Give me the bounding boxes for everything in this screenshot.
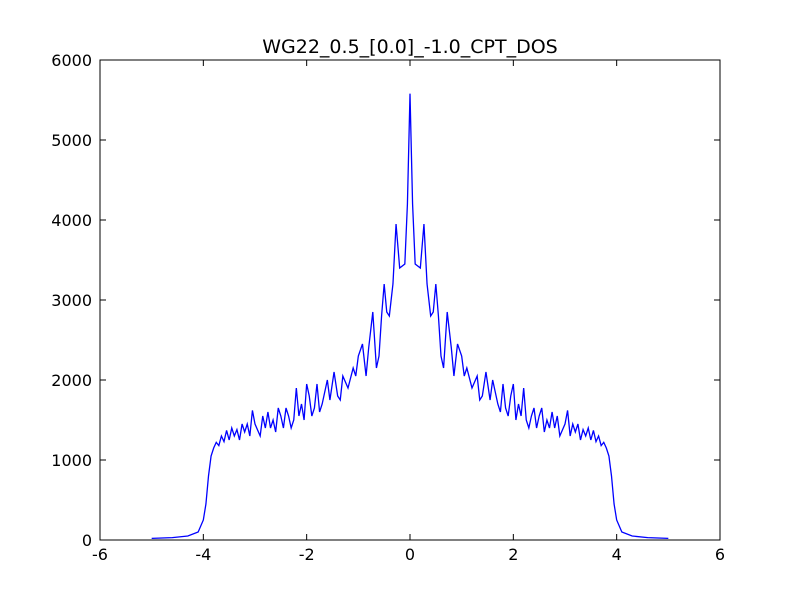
- x-tick-label: 0: [405, 545, 415, 564]
- y-tick-label: 4000: [51, 211, 92, 230]
- x-tick-label: 6: [715, 545, 725, 564]
- x-tick-label: 2: [508, 545, 518, 564]
- x-tick-label: -4: [195, 545, 211, 564]
- x-tick-label: 4: [612, 545, 622, 564]
- y-tick-label: 5000: [51, 131, 92, 150]
- y-tick-label: 3000: [51, 291, 92, 310]
- chart-title: WG22_0.5_[0.0]_-1.0_CPT_DOS: [262, 36, 558, 58]
- y-tick-label: 6000: [51, 51, 92, 70]
- x-tick-label: -6: [92, 545, 108, 564]
- y-tick-label: 0: [82, 531, 92, 550]
- y-tick-label: 1000: [51, 451, 92, 470]
- data-line: [151, 93, 669, 540]
- x-tick-label: -2: [299, 545, 315, 564]
- plot-frame: [99, 59, 721, 541]
- y-tick-label: 2000: [51, 371, 92, 390]
